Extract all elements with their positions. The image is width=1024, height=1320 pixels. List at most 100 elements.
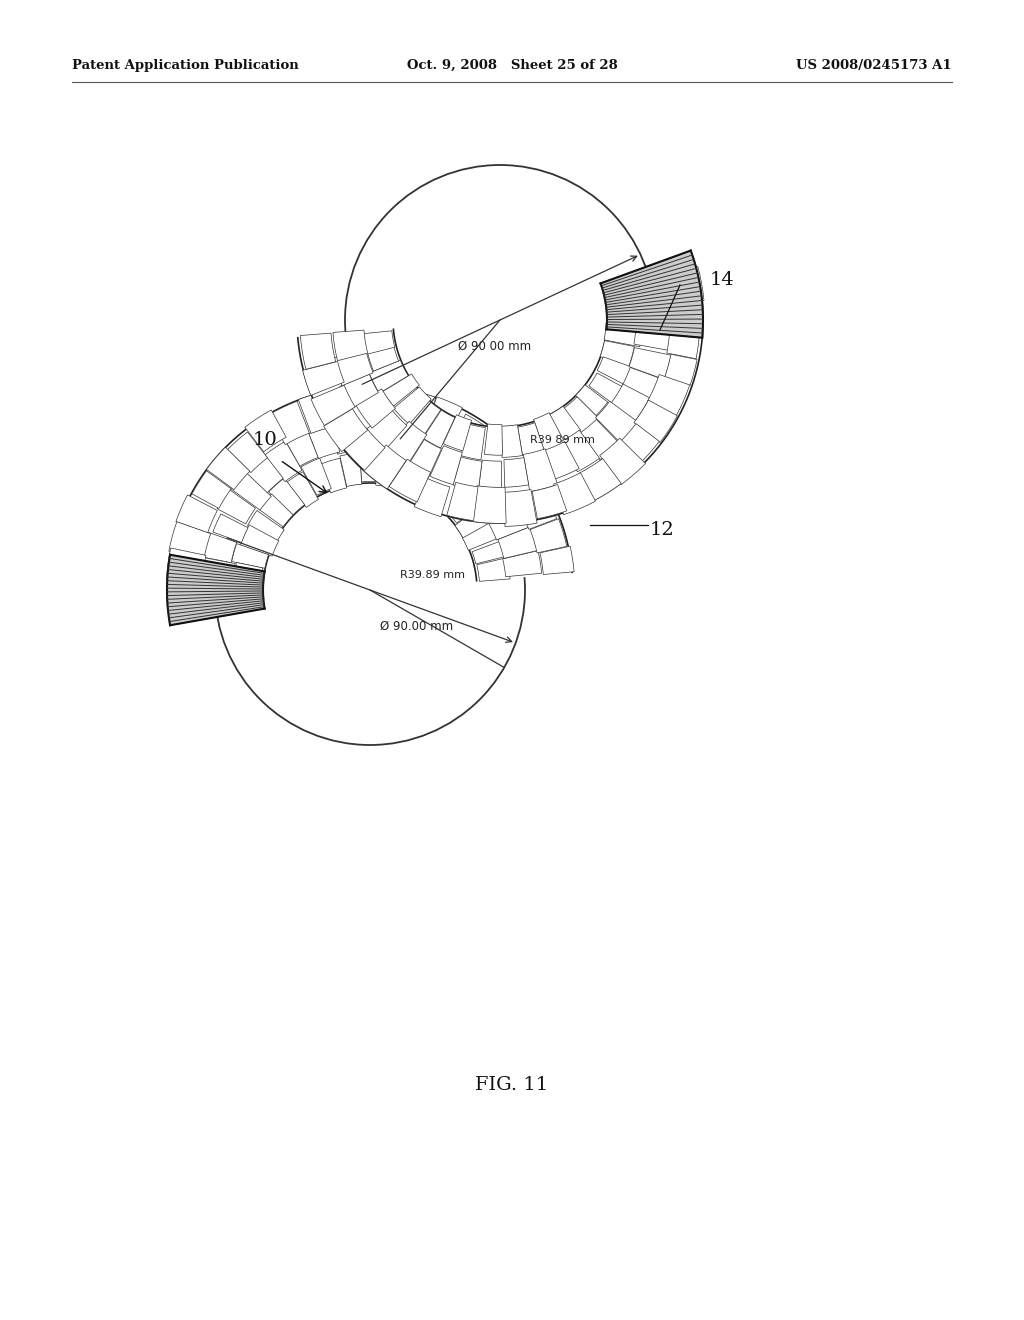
Polygon shape xyxy=(176,495,217,533)
Polygon shape xyxy=(264,441,302,482)
Polygon shape xyxy=(589,374,625,405)
Polygon shape xyxy=(455,507,489,537)
Polygon shape xyxy=(544,441,580,479)
Text: US 2008/0245173 A1: US 2008/0245173 A1 xyxy=(797,58,952,71)
Polygon shape xyxy=(191,471,231,508)
Polygon shape xyxy=(300,333,336,370)
Polygon shape xyxy=(443,414,471,451)
Polygon shape xyxy=(419,470,451,504)
Polygon shape xyxy=(333,351,373,385)
Polygon shape xyxy=(502,425,522,457)
Text: Ø 90 00 mm: Ø 90 00 mm xyxy=(459,341,531,352)
Polygon shape xyxy=(530,519,567,553)
Polygon shape xyxy=(355,389,395,428)
Polygon shape xyxy=(554,473,596,515)
Polygon shape xyxy=(404,391,436,426)
Polygon shape xyxy=(634,325,675,351)
Polygon shape xyxy=(397,424,427,462)
Polygon shape xyxy=(324,409,368,451)
Text: Oct. 9, 2008   Sheet 25 of 28: Oct. 9, 2008 Sheet 25 of 28 xyxy=(407,58,617,71)
Polygon shape xyxy=(579,458,622,502)
Polygon shape xyxy=(668,267,703,304)
Polygon shape xyxy=(608,302,641,327)
Polygon shape xyxy=(453,454,486,490)
Polygon shape xyxy=(540,546,574,574)
Polygon shape xyxy=(369,360,409,393)
Polygon shape xyxy=(244,453,284,492)
Polygon shape xyxy=(503,550,542,577)
Polygon shape xyxy=(340,374,379,409)
Polygon shape xyxy=(504,490,537,527)
Polygon shape xyxy=(604,323,642,347)
Polygon shape xyxy=(298,392,331,433)
Polygon shape xyxy=(340,453,361,487)
Polygon shape xyxy=(231,585,262,603)
Polygon shape xyxy=(467,469,505,506)
Polygon shape xyxy=(472,540,507,564)
Polygon shape xyxy=(518,422,544,455)
Polygon shape xyxy=(303,362,344,396)
Polygon shape xyxy=(366,409,407,450)
Polygon shape xyxy=(581,420,620,459)
Polygon shape xyxy=(364,445,407,488)
Polygon shape xyxy=(425,397,463,440)
Text: 10: 10 xyxy=(253,432,278,449)
Polygon shape xyxy=(417,428,452,467)
Polygon shape xyxy=(203,582,233,602)
Polygon shape xyxy=(445,488,481,523)
Polygon shape xyxy=(245,411,286,451)
Polygon shape xyxy=(259,494,293,527)
Polygon shape xyxy=(383,374,420,407)
Polygon shape xyxy=(446,482,478,520)
Polygon shape xyxy=(350,388,379,417)
Text: Patent Application Publication: Patent Application Publication xyxy=(72,58,299,71)
Polygon shape xyxy=(378,422,400,454)
Polygon shape xyxy=(390,455,415,490)
Polygon shape xyxy=(453,457,482,490)
Polygon shape xyxy=(532,484,566,519)
Polygon shape xyxy=(213,513,248,543)
Polygon shape xyxy=(597,356,632,384)
Polygon shape xyxy=(331,424,358,454)
Polygon shape xyxy=(423,411,455,447)
Polygon shape xyxy=(407,440,441,478)
Polygon shape xyxy=(434,475,470,511)
Polygon shape xyxy=(170,581,201,606)
Polygon shape xyxy=(477,558,510,581)
Polygon shape xyxy=(487,502,532,540)
Polygon shape xyxy=(233,562,263,585)
Polygon shape xyxy=(361,331,394,355)
Text: Ø 90.00 mm: Ø 90.00 mm xyxy=(380,620,454,634)
Polygon shape xyxy=(634,400,677,442)
Polygon shape xyxy=(167,554,264,626)
Polygon shape xyxy=(534,413,565,453)
Polygon shape xyxy=(241,525,279,556)
Polygon shape xyxy=(549,407,581,441)
Polygon shape xyxy=(287,471,318,507)
Polygon shape xyxy=(200,557,236,581)
Polygon shape xyxy=(671,300,701,330)
Polygon shape xyxy=(301,458,332,495)
Polygon shape xyxy=(268,401,309,445)
Polygon shape xyxy=(606,285,640,308)
Polygon shape xyxy=(200,532,237,562)
Text: R39.89 mm: R39.89 mm xyxy=(400,570,465,579)
Polygon shape xyxy=(479,461,502,488)
Polygon shape xyxy=(393,387,431,424)
Polygon shape xyxy=(452,414,488,453)
Polygon shape xyxy=(323,384,354,422)
Polygon shape xyxy=(507,466,546,506)
Polygon shape xyxy=(333,330,368,360)
Text: 12: 12 xyxy=(650,521,675,539)
Polygon shape xyxy=(596,401,640,444)
Polygon shape xyxy=(248,511,285,541)
Polygon shape xyxy=(434,437,471,479)
Text: R39 89 mm: R39 89 mm xyxy=(530,436,595,445)
Polygon shape xyxy=(311,385,355,425)
Polygon shape xyxy=(647,375,690,416)
Polygon shape xyxy=(523,449,558,491)
Polygon shape xyxy=(632,273,672,305)
Polygon shape xyxy=(217,490,255,524)
Polygon shape xyxy=(562,430,600,471)
Polygon shape xyxy=(167,548,206,582)
